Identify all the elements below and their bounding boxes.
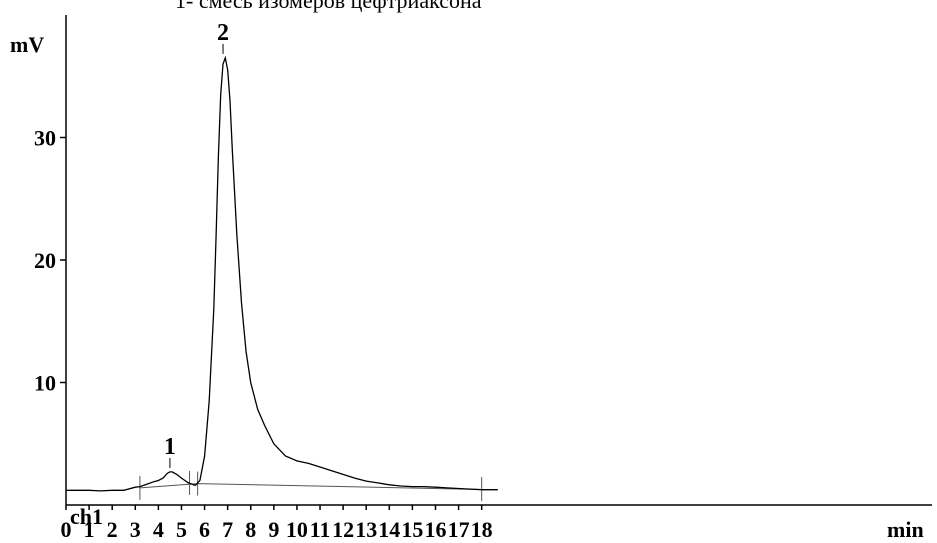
chromatogram-trace: [66, 55, 498, 492]
x-tick-label: 6: [199, 517, 210, 542]
x-axis-label: min: [887, 517, 924, 542]
peak-label: 1: [164, 434, 176, 460]
x-tick-label: 9: [268, 517, 279, 542]
y-axis-label: mV: [10, 32, 44, 57]
x-tick-label: 16: [424, 517, 446, 542]
x-tick-label: 5: [176, 517, 187, 542]
x-tick-label: 10: [286, 517, 308, 542]
peak-label: 2: [217, 20, 229, 46]
x-tick-label: 2: [107, 517, 118, 542]
chart-title: 1- смесь изомеров цефтриаксона: [175, 0, 482, 13]
x-tick-label: 12: [332, 517, 354, 542]
peak-labels: 12: [164, 20, 229, 468]
y-ticks: 10 20 30: [34, 126, 66, 396]
x-tick-label: 1: [84, 517, 95, 542]
x-tick-label: 17: [448, 517, 470, 542]
channel-label: ch1: [70, 504, 103, 529]
y-tick-label: 30: [34, 126, 56, 151]
x-tick-label: 11: [310, 517, 331, 542]
x-tick-label: 7: [222, 517, 233, 542]
x-ticks: 0 1 2 3 4 5 6 7 8 9 10 11 12 13 14 15 16 17 18: [61, 505, 493, 542]
x-tick-label: 0: [61, 517, 72, 542]
y-tick-label: 10: [34, 371, 56, 396]
y-tick-label: 20: [34, 248, 56, 273]
x-tick-label: 4: [153, 517, 164, 542]
x-tick-label: 3: [130, 517, 141, 542]
x-tick-label: 13: [355, 517, 377, 542]
x-tick-label: 18: [471, 517, 493, 542]
x-tick-label: 14: [378, 517, 400, 542]
x-tick-label: 8: [245, 517, 256, 542]
x-tick-label: 15: [401, 517, 423, 542]
